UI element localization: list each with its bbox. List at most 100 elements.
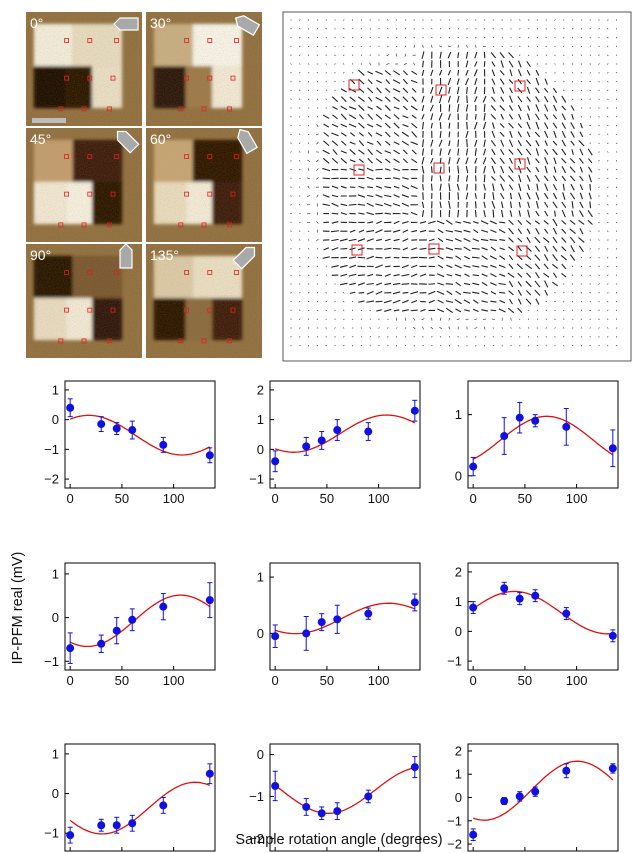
data-point bbox=[302, 798, 311, 816]
rotation-angle-label: 135° bbox=[150, 247, 179, 263]
data-point bbox=[469, 601, 478, 615]
fit-curve bbox=[473, 760, 614, 821]
data-point bbox=[515, 401, 524, 434]
sample-direction-arrow-icon bbox=[234, 15, 261, 37]
x-tick-label: 100 bbox=[368, 673, 390, 688]
fit-curve bbox=[275, 602, 416, 635]
rotation-angle-label: 30° bbox=[150, 15, 171, 31]
region-marker bbox=[207, 270, 213, 275]
region-marker bbox=[348, 79, 360, 91]
region-marker bbox=[234, 270, 239, 275]
fit-curve bbox=[274, 767, 415, 814]
plot-frame bbox=[64, 562, 216, 671]
y-tick-label: 1 bbox=[52, 746, 59, 761]
region-marker bbox=[64, 307, 69, 313]
data-point bbox=[159, 593, 168, 621]
region-marker bbox=[234, 154, 239, 159]
data-point bbox=[500, 796, 509, 805]
pfm-image-grid: 0° 30° 45° 60° 90° 135° bbox=[26, 12, 262, 358]
region-marker bbox=[207, 307, 213, 313]
region-marker bbox=[201, 106, 207, 112]
fit-curve bbox=[69, 594, 211, 648]
data-point bbox=[562, 607, 571, 620]
region-marker bbox=[87, 154, 93, 159]
region-marker bbox=[114, 38, 119, 43]
data-point bbox=[66, 826, 75, 844]
x-tick-label: 100 bbox=[368, 491, 390, 506]
region-marker bbox=[107, 338, 112, 344]
x-tick-label: 0 bbox=[67, 673, 74, 688]
region-marker bbox=[64, 38, 69, 43]
plot-frame bbox=[467, 380, 619, 489]
region-marker bbox=[81, 338, 87, 344]
scatter-plot: 0 50 100 −1 0 1 2 bbox=[249, 380, 421, 506]
x-tick-label: 50 bbox=[115, 673, 129, 688]
data-point bbox=[515, 791, 524, 802]
y-tick-label: −2 bbox=[44, 472, 59, 487]
region-marker bbox=[107, 222, 112, 228]
region-marker bbox=[227, 222, 232, 228]
y-tick-label: −1 bbox=[447, 654, 462, 669]
region-marker bbox=[110, 75, 116, 81]
sample-direction-arrow-icon bbox=[113, 17, 139, 31]
data-point bbox=[271, 770, 280, 802]
sample-direction-arrow-icon bbox=[116, 130, 140, 154]
data-point bbox=[562, 763, 571, 779]
x-axis-label: Sample rotation angle (degrees) bbox=[235, 832, 442, 848]
data-point bbox=[112, 816, 121, 834]
region-marker bbox=[234, 38, 239, 43]
data-point bbox=[112, 422, 121, 435]
x-tick-label: 50 bbox=[320, 673, 334, 688]
x-tick-label: 100 bbox=[163, 673, 185, 688]
region-marker bbox=[230, 75, 236, 81]
data-point bbox=[317, 431, 326, 450]
y-tick-label: −1 bbox=[44, 826, 59, 841]
region-marker bbox=[207, 154, 213, 159]
region-marker bbox=[87, 270, 93, 275]
y-tick-label: 1 bbox=[257, 412, 264, 427]
region-marker bbox=[351, 244, 363, 256]
region-marker bbox=[207, 191, 213, 197]
pfm-image-panel: 135° bbox=[146, 244, 262, 358]
region-marker bbox=[184, 307, 190, 313]
region-marker bbox=[64, 154, 69, 159]
region-marker bbox=[178, 338, 184, 344]
scatter-plot: 0 50 100 −1 0 1 bbox=[44, 562, 216, 688]
data-point bbox=[271, 624, 280, 648]
region-marker bbox=[184, 38, 190, 43]
data-point bbox=[159, 797, 168, 814]
region-marker bbox=[184, 191, 190, 197]
data-point bbox=[333, 604, 342, 634]
scatter-plot: 0 50 100 0 1 bbox=[455, 380, 619, 506]
data-point bbox=[205, 582, 214, 619]
y-tick-label: 0 bbox=[455, 624, 462, 639]
fit-curve bbox=[472, 415, 614, 460]
data-point bbox=[469, 456, 478, 477]
region-marker bbox=[114, 154, 119, 159]
region-marker bbox=[107, 106, 112, 112]
x-tick-label: 0 bbox=[272, 673, 279, 688]
region-marker bbox=[114, 270, 119, 275]
y-tick-label: 0 bbox=[257, 442, 264, 457]
plot-frame bbox=[64, 380, 216, 489]
pfm-image-panel: 60° bbox=[146, 128, 262, 242]
y-tick-label: 1 bbox=[455, 407, 462, 422]
pfm-image-panel: 0° bbox=[26, 12, 142, 126]
data-point bbox=[410, 593, 419, 612]
data-point bbox=[531, 414, 540, 428]
region-marker bbox=[227, 106, 232, 112]
data-point bbox=[410, 756, 419, 779]
data-point bbox=[500, 581, 509, 595]
sample-direction-arrow-icon bbox=[119, 243, 133, 269]
y-tick-label: 2 bbox=[257, 382, 264, 397]
plot-frame bbox=[467, 562, 619, 671]
data-point bbox=[608, 429, 617, 468]
region-marker bbox=[230, 307, 236, 313]
y-tick-label: −1 bbox=[249, 472, 264, 487]
region-marker bbox=[428, 243, 440, 255]
region-marker bbox=[201, 222, 207, 228]
region-marker bbox=[435, 84, 447, 96]
fit-curve bbox=[472, 590, 613, 635]
y-tick-label: 0 bbox=[52, 610, 59, 625]
